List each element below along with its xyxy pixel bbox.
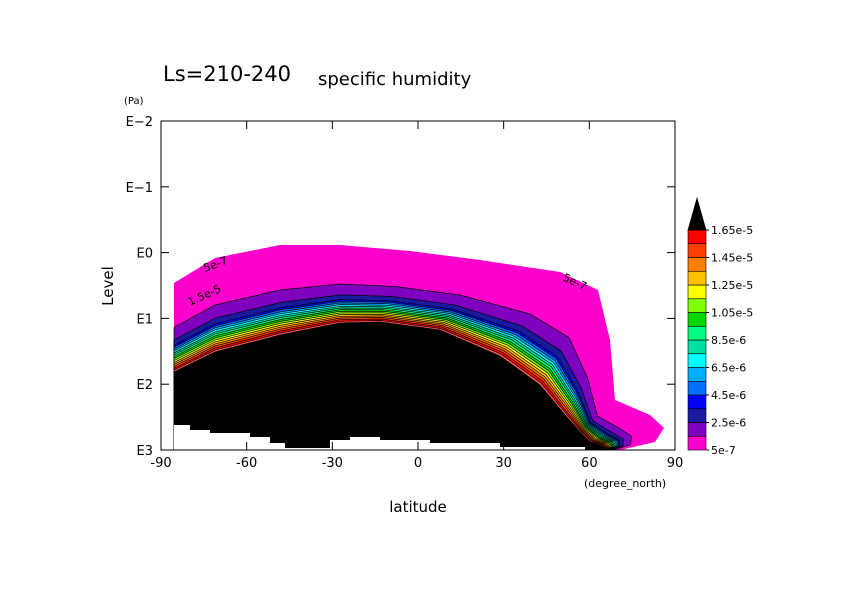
colorbar-label: 1.45e-5 — [711, 252, 753, 265]
colorbar-label: 5e-7 — [711, 444, 736, 457]
topography — [174, 425, 585, 451]
chart-subtitle: specific humidity — [318, 69, 472, 90]
contour-band — [173, 321, 606, 451]
colorbar-label: 6.5e-6 — [711, 362, 746, 375]
x-tick-label: 30 — [495, 456, 512, 471]
colorbar-box — [687, 339, 707, 355]
colorbar-label: 1.25e-5 — [711, 279, 753, 292]
y-tick-label: E3 — [137, 444, 154, 459]
x-tick-label: 60 — [581, 456, 598, 471]
colorbar-box — [687, 394, 707, 410]
y-unit: (Pa) — [124, 96, 144, 107]
colorbar-box — [687, 380, 707, 396]
y-tick-label: E0 — [137, 247, 154, 262]
colorbar-label: 2.5e-6 — [711, 417, 746, 430]
colorbar-box — [687, 435, 707, 451]
colorbar-box — [687, 284, 707, 300]
contour-fill — [173, 245, 664, 451]
colorbar-label: 1.05e-5 — [711, 307, 753, 320]
colorbar-label: 1.65e-5 — [711, 224, 753, 237]
colorbar-box — [687, 353, 707, 368]
x-tick-label: -60 — [236, 456, 257, 471]
x-tick-label: -90 — [150, 456, 171, 471]
colorbar-box — [687, 325, 707, 341]
x-tick-label: 0 — [414, 456, 422, 471]
x-unit: (degree_north) — [584, 477, 666, 490]
colorbar-box — [687, 298, 707, 313]
y-tick-label: E1 — [137, 312, 154, 327]
colorbar-box — [687, 408, 707, 423]
colorbar-box — [687, 229, 707, 245]
x-tick-label: -30 — [322, 456, 343, 471]
colorbar-extension — [687, 196, 707, 231]
colorbar-box — [687, 257, 707, 272]
colorbar-label: 4.5e-6 — [711, 389, 746, 402]
x-axis-label: latitude — [389, 498, 447, 516]
chart-title: Ls=210-240 — [163, 62, 291, 86]
colorbar-label: 8.5e-6 — [711, 334, 746, 347]
colorbar-box — [687, 367, 707, 382]
y-tick-label: E2 — [137, 378, 154, 393]
y-axis-label: Level — [99, 266, 117, 306]
colorbar-box — [687, 422, 707, 437]
y-tick-label: E−2 — [126, 115, 153, 130]
colorbar-box — [687, 312, 707, 327]
colorbar-box — [687, 270, 707, 286]
x-tick-label: 90 — [667, 456, 684, 471]
colorbar-box — [687, 243, 707, 258]
y-tick-label: E−1 — [126, 181, 153, 196]
